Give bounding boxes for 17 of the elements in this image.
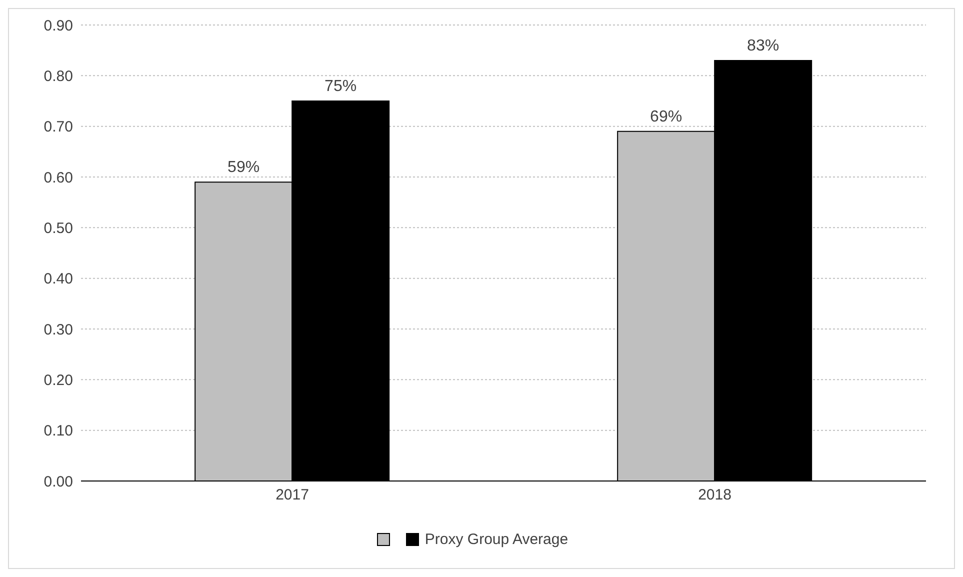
legend-label: Proxy Group Average <box>424 531 568 548</box>
y-tick-label: 0.10 <box>44 422 73 440</box>
y-tick-label: 0.00 <box>44 473 73 490</box>
y-tick-label: 0.60 <box>44 169 73 186</box>
y-tick-label: 0.30 <box>44 321 73 338</box>
data-label: 75% <box>324 78 357 95</box>
y-tick-label: 0.40 <box>44 270 73 288</box>
data-label: 59% <box>228 159 260 176</box>
y-tick-label: 0.90 <box>44 17 73 34</box>
x-tick-label: 2018 <box>698 486 732 504</box>
y-tick-label: 0.50 <box>44 220 73 237</box>
data-label: 83% <box>747 37 780 54</box>
x-tick-label: 2017 <box>276 486 309 504</box>
y-tick-label: 0.20 <box>44 372 73 389</box>
y-tick-label: 0.80 <box>44 68 73 85</box>
y-tick-label: 0.70 <box>44 118 73 136</box>
data-label: 69% <box>650 108 682 126</box>
